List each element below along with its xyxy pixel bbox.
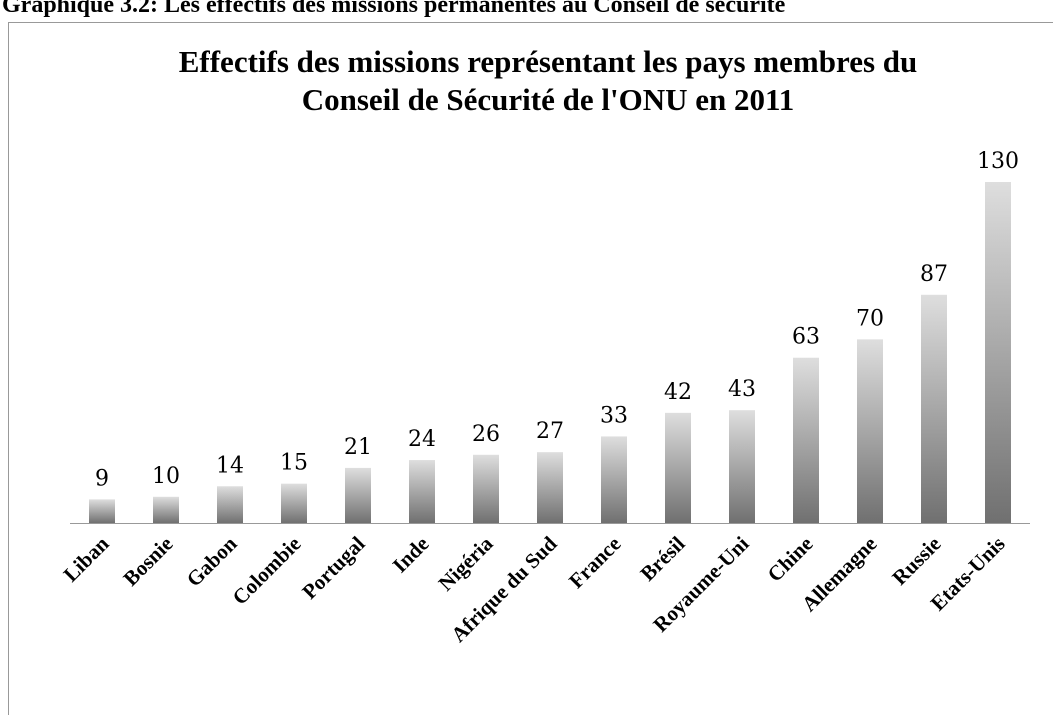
data-label: 15: [280, 451, 308, 476]
data-label: 130: [977, 149, 1019, 174]
data-label: 26: [472, 422, 500, 447]
data-label: 24: [408, 427, 436, 452]
bar: [857, 339, 883, 523]
data-label: 10: [152, 464, 180, 489]
x-tick-label: Bosnie: [118, 532, 177, 591]
x-tick-label: Nigéria: [434, 531, 498, 595]
bar: [793, 357, 819, 523]
bar: [665, 412, 691, 523]
data-label: 87: [920, 262, 948, 287]
x-tick-label: Colombie: [228, 532, 306, 610]
data-label: 63: [792, 325, 820, 350]
bar: [345, 467, 371, 523]
data-label: 9: [95, 466, 109, 491]
data-label: 33: [600, 403, 628, 428]
x-tick-label: Brésil: [635, 531, 689, 585]
bar: [217, 486, 243, 523]
bar: [985, 182, 1011, 523]
x-tick-label: Portugal: [297, 531, 369, 603]
chart-title: Effectifs des missions représentant les …: [179, 44, 918, 79]
bar: [729, 410, 755, 523]
data-label: 42: [664, 380, 692, 405]
page-header: Graphique 3.2: Les effectifs des mission…: [2, 0, 786, 18]
data-label: 70: [856, 306, 884, 331]
data-label: 21: [344, 435, 372, 460]
x-tick-label: Liban: [59, 531, 114, 586]
bar: [921, 294, 947, 523]
x-tick-label: France: [564, 532, 626, 594]
data-label: 43: [728, 377, 756, 402]
bar: [601, 436, 627, 523]
bar: [281, 483, 307, 523]
chart-title: Conseil de Sécurité de l'ONU en 2011: [302, 82, 795, 117]
data-label: 27: [536, 419, 564, 444]
x-tick-label: Gabon: [182, 531, 242, 591]
x-tick-label: Russie: [887, 532, 945, 590]
bar: [537, 452, 563, 523]
x-tick-label: Chine: [763, 532, 818, 587]
bar: [409, 460, 435, 523]
data-label: 14: [216, 453, 244, 478]
bar: [89, 499, 115, 523]
bar: [473, 454, 499, 523]
bar: [153, 496, 179, 523]
x-tick-label: Inde: [388, 532, 434, 578]
